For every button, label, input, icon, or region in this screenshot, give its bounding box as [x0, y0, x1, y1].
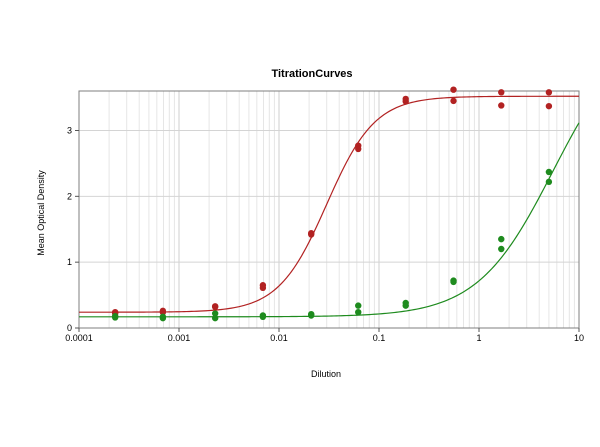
data-point-series-2 — [545, 178, 553, 186]
y-tick-label: 2 — [67, 191, 72, 201]
x-axis-label: Dilution — [311, 369, 341, 379]
data-point-series-2 — [545, 168, 553, 176]
data-point-series-1 — [498, 102, 505, 109]
data-point-series-2 — [211, 314, 219, 322]
x-tick-label: 1 — [476, 333, 481, 343]
data-point-series-1 — [308, 231, 315, 238]
x-tick-label: 0.001 — [168, 333, 191, 343]
x-tick-label: 0.01 — [270, 333, 288, 343]
y-tick-label: 1 — [67, 257, 72, 267]
y-tick-label: 0 — [67, 323, 72, 333]
data-point-series-2 — [259, 313, 267, 321]
data-point-series-1 — [259, 284, 267, 292]
data-point-series-1 — [450, 97, 457, 105]
data-point-series-2 — [211, 310, 219, 317]
axis-ticks: 0.0001 0.001 0.01 0.1 1 10 0 1 2 3 — [65, 126, 584, 344]
x-tick-label: 0.0001 — [65, 333, 93, 343]
data-point-series-1 — [402, 98, 409, 105]
data-point-series-2 — [355, 302, 362, 309]
data-point-series-1 — [545, 102, 553, 110]
data-point-series-1 — [498, 89, 505, 96]
data-point-series-2 — [159, 314, 167, 322]
data-point-series-2 — [308, 312, 315, 319]
data-points — [111, 86, 553, 322]
data-point-series-2 — [355, 309, 362, 316]
data-point-series-2 — [498, 245, 505, 253]
data-point-series-1 — [545, 89, 553, 96]
data-point-series-1 — [450, 86, 457, 93]
data-point-series-2 — [402, 302, 409, 309]
data-point-series-2 — [111, 314, 119, 321]
data-point-series-2 — [498, 235, 505, 243]
x-tick-label: 0.1 — [373, 333, 386, 343]
data-point-series-1 — [211, 303, 219, 311]
data-point-series-1 — [159, 309, 167, 316]
data-point-series-1 — [355, 145, 362, 153]
chart-title: TitrationCurves — [271, 68, 352, 80]
plot-area-frame — [78, 90, 580, 329]
grid-lines — [79, 91, 579, 328]
y-tick-label: 3 — [67, 126, 72, 136]
y-axis-label: Mean Optical Density — [36, 170, 46, 256]
x-tick-label: 10 — [574, 333, 584, 343]
data-point-series-2 — [450, 278, 457, 286]
